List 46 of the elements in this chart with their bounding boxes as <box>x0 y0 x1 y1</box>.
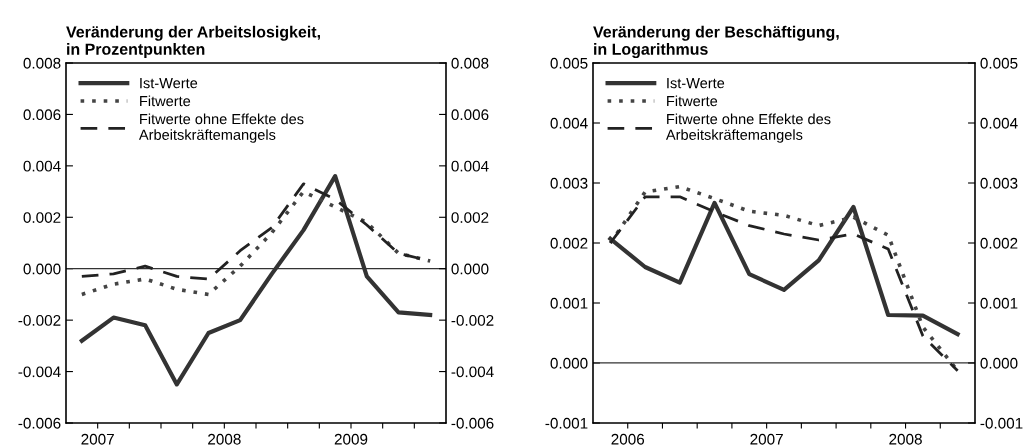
y2-tick-label: 0.001 <box>980 297 1018 309</box>
chart-title: Veränderung der Beschäftigung, in Logarithmus <box>593 25 839 59</box>
legend-label: Ist-Werte <box>140 78 198 89</box>
x-tick-label: 2009 <box>334 433 368 445</box>
y-tick-label: 0.003 <box>550 177 588 189</box>
y2-tick-label: 0.008 <box>451 57 489 69</box>
y-tick-label: 0.000 <box>23 263 61 275</box>
y2-tick-label: -0.006 <box>451 417 494 429</box>
y-tick-label: 0.008 <box>23 57 61 69</box>
y-tick-label: 0.005 <box>550 57 588 69</box>
y-tick-label: 0.004 <box>23 160 61 172</box>
y2-tick-label: 0.000 <box>980 357 1018 369</box>
y2-tick-label: 0.006 <box>451 109 489 121</box>
y2-tick-label: 0.003 <box>980 177 1018 189</box>
y2-tick-label: 0.004 <box>451 160 489 172</box>
y-tick-label: 0.004 <box>550 117 588 129</box>
y2-tick-label: 0.002 <box>451 212 489 223</box>
y-tick-label: 0.002 <box>23 212 61 223</box>
line-series <box>608 200 960 337</box>
y2-tick-label: 0.000 <box>451 263 489 275</box>
y-tick-label: 0.006 <box>23 109 61 121</box>
legend-label: Ist-Werte <box>667 78 725 89</box>
x-tick-label: 2008 <box>889 433 922 445</box>
y-tick-label: -0.001 <box>545 417 588 429</box>
y2-tick-label: 0.004 <box>980 117 1018 129</box>
legend-label: Fitwerte <box>667 95 718 107</box>
x-tick-label: 2007 <box>81 433 114 445</box>
x-tick-label: 2008 <box>208 433 241 445</box>
x-tick-label: 2006 <box>611 433 645 445</box>
chart-title: Veränderung der Arbeitslosigkeit, in Prozentpunkten <box>66 25 320 58</box>
y-tick-label: 0.002 <box>550 237 588 249</box>
legend-label: Fitwerte ohne Effekte des Arbeitskräftemangels <box>665 113 831 143</box>
y-tick-label: -0.004 <box>18 366 61 378</box>
y-tick-label: 0.001 <box>550 297 588 309</box>
y-tick-label: 0.000 <box>550 357 588 369</box>
y2-tick-label: -0.001 <box>980 417 1023 429</box>
legend-label: Fitwerte <box>140 95 191 107</box>
line-series <box>80 189 432 297</box>
legend-label: Fitwerte ohne Effekte des Arbeitskräftemangels <box>138 113 304 143</box>
x-tick-label: 2007 <box>750 433 783 445</box>
y-tick-label: -0.006 <box>18 417 61 429</box>
y2-tick-label: 0.005 <box>980 57 1018 69</box>
y-tick-label: -0.002 <box>18 315 61 326</box>
y2-tick-label: 0.002 <box>980 237 1018 249</box>
y2-tick-label: -0.002 <box>451 315 494 326</box>
y2-tick-label: -0.004 <box>451 366 494 378</box>
